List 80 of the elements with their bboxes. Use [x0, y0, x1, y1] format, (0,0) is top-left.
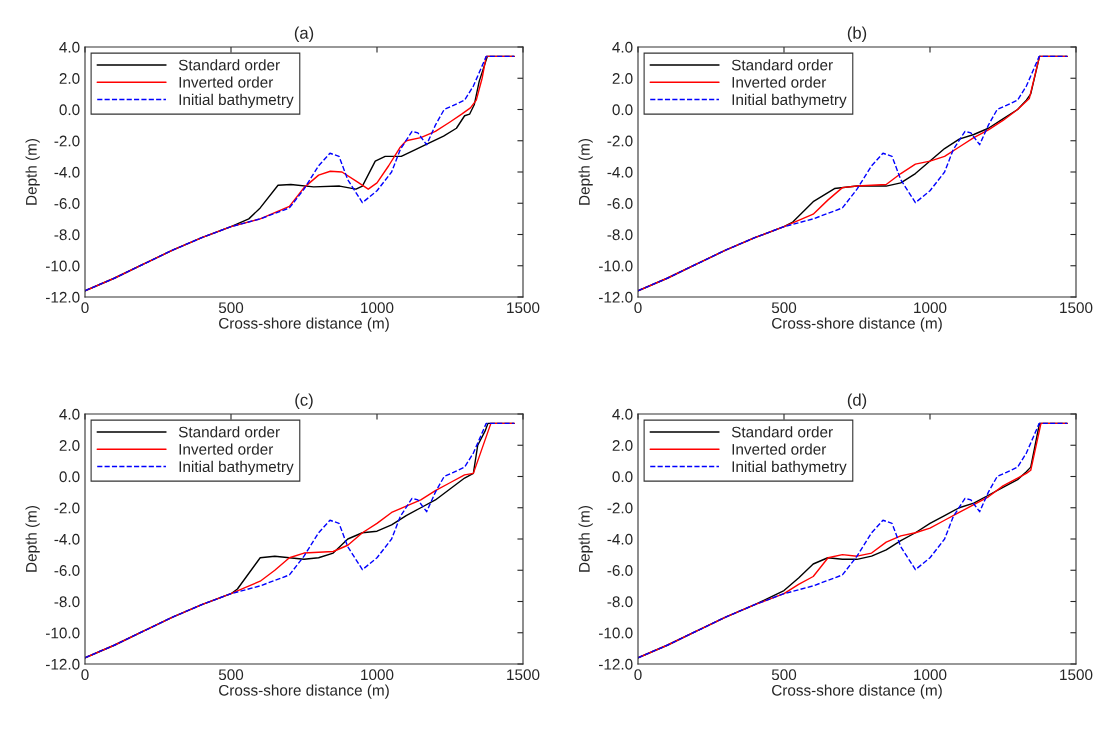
- legend-label: Inverted order: [732, 443, 827, 455]
- y-axis-title: Depth (m): [578, 138, 593, 205]
- y-tick-label: -10.0: [46, 627, 80, 639]
- x-tick-label: 500: [771, 302, 797, 314]
- y-tick-label: -4.0: [607, 166, 633, 178]
- legend-label: Standard order: [731, 426, 833, 438]
- legend-label: Initial bathymetry: [732, 460, 847, 476]
- y-tick-label: -6.0: [54, 565, 80, 576]
- y-tick-label: -8.0: [54, 596, 80, 608]
- y-tick-label: 2.0: [612, 440, 633, 451]
- y-tick-label: 4.0: [59, 41, 80, 53]
- x-tick-label: 1000: [361, 669, 394, 681]
- legend-label: Inverted order: [179, 443, 274, 455]
- y-tick-label: 0.0: [59, 471, 80, 483]
- x-tick-label: 1000: [914, 302, 947, 314]
- legend-label: Standard order: [178, 59, 280, 71]
- y-tick-label: 2.0: [612, 73, 633, 84]
- y-axis-title: Depth (m): [578, 505, 593, 572]
- y-tick-label: -12.0: [46, 291, 80, 303]
- legend-label: Standard order: [178, 426, 280, 438]
- chart-title: (c): [295, 393, 313, 410]
- y-tick-label: -4.0: [54, 533, 80, 545]
- y-tick-label: -2.0: [54, 135, 80, 147]
- line-series: [638, 422, 1068, 659]
- y-tick-label: -2.0: [607, 135, 633, 147]
- x-tick-label: 500: [218, 669, 244, 681]
- y-tick-label: -4.0: [607, 533, 633, 545]
- y-tick-label: 4.0: [612, 408, 633, 420]
- legend-label: Initial bathymetry: [732, 93, 847, 109]
- x-tick-label: 1500: [1060, 302, 1093, 314]
- x-tick-label: 500: [218, 302, 244, 314]
- y-tick-label: 2.0: [59, 440, 80, 451]
- y-tick-label: -2.0: [54, 502, 80, 514]
- x-tick-label: 0: [634, 302, 642, 314]
- legend-label: Inverted order: [179, 76, 274, 88]
- x-tick-label: 0: [81, 302, 89, 314]
- y-axis-title: Depth (m): [25, 505, 40, 572]
- y-tick-label: 0.0: [59, 104, 80, 116]
- chart-title: (d): [847, 393, 867, 410]
- chart-title: (b): [847, 26, 867, 43]
- y-tick-label: -8.0: [607, 596, 633, 608]
- x-tick-label: 1500: [507, 669, 540, 681]
- y-tick-label: -10.0: [46, 260, 80, 272]
- x-axis-title: Cross-shore distance (m): [772, 317, 942, 332]
- x-tick-label: 0: [81, 669, 89, 681]
- x-tick-label: 1500: [507, 302, 540, 314]
- y-tick-label: 4.0: [612, 41, 633, 53]
- x-axis-title: Cross-shore distance (m): [219, 684, 389, 699]
- y-tick-label: -10.0: [599, 260, 633, 272]
- legend-label: Inverted order: [732, 76, 827, 88]
- y-tick-label: -6.0: [607, 565, 633, 576]
- y-tick-label: -8.0: [607, 229, 633, 241]
- line-series: [85, 422, 515, 659]
- y-axis-title: Depth (m): [25, 138, 40, 205]
- x-axis-title: Cross-shore distance (m): [772, 684, 942, 699]
- y-tick-label: -6.0: [607, 198, 633, 209]
- y-tick-label: -12.0: [599, 658, 633, 670]
- chart-title: (a): [294, 26, 314, 43]
- x-tick-label: 0: [634, 669, 642, 681]
- y-tick-label: -8.0: [54, 229, 80, 241]
- y-tick-label: -4.0: [54, 166, 80, 178]
- y-tick-label: -6.0: [54, 198, 80, 209]
- legend-label: Initial bathymetry: [179, 93, 294, 109]
- line-series: [85, 55, 515, 292]
- x-tick-label: 1500: [1060, 669, 1093, 681]
- y-tick-label: 0.0: [612, 104, 633, 116]
- y-tick-label: -2.0: [607, 502, 633, 514]
- y-tick-label: 0.0: [612, 471, 633, 483]
- x-tick-label: 1000: [914, 669, 947, 681]
- legend-label: Initial bathymetry: [179, 460, 294, 476]
- y-tick-label: 4.0: [59, 408, 80, 420]
- x-tick-label: 500: [771, 669, 797, 681]
- y-tick-label: -12.0: [599, 291, 633, 303]
- y-tick-label: 2.0: [59, 73, 80, 84]
- y-tick-label: -10.0: [599, 627, 633, 639]
- x-tick-label: 1000: [361, 302, 394, 314]
- line-series: [638, 55, 1068, 292]
- legend-label: Standard order: [731, 59, 833, 71]
- y-tick-label: -12.0: [46, 658, 80, 670]
- x-axis-title: Cross-shore distance (m): [219, 317, 389, 332]
